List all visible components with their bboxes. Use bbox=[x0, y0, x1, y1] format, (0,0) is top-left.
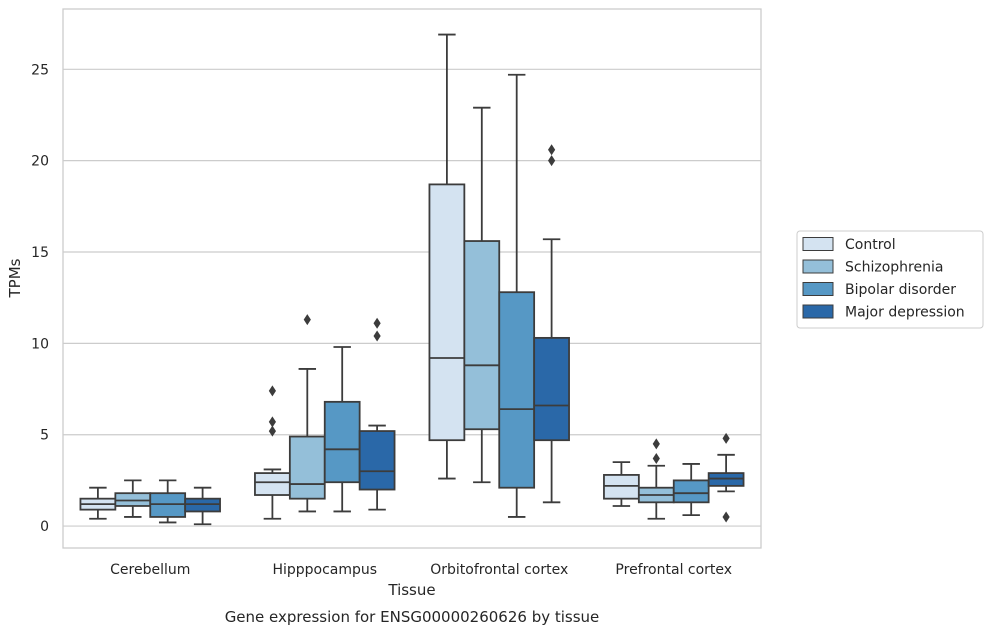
outlier-point bbox=[373, 330, 381, 342]
box-body bbox=[533, 336, 570, 442]
box bbox=[323, 346, 361, 513]
y-tick-label: 20 bbox=[31, 154, 49, 170]
legend: Control Schizophrenia Bipolar disorder Majo… bbox=[796, 230, 984, 329]
box-body bbox=[254, 472, 291, 496]
outlier-point bbox=[303, 314, 311, 326]
outlier-point bbox=[268, 385, 276, 397]
legend-swatch bbox=[802, 237, 834, 251]
box-body bbox=[323, 400, 361, 484]
y-tick-label: 15 bbox=[31, 245, 49, 261]
outlier-point bbox=[722, 432, 730, 444]
legend-label: Bipolar disorder bbox=[845, 282, 956, 298]
y-tick-label: 10 bbox=[31, 336, 49, 352]
legend-swatch bbox=[802, 304, 834, 319]
box bbox=[428, 33, 466, 480]
box bbox=[498, 73, 536, 518]
x-axis-title: Tissue bbox=[387, 581, 435, 599]
y-tick-label: 25 bbox=[31, 62, 49, 78]
box-body bbox=[672, 479, 710, 504]
box-body bbox=[114, 492, 152, 507]
box bbox=[707, 432, 745, 523]
outlier-point bbox=[373, 317, 381, 329]
box-body bbox=[463, 240, 501, 431]
x-tick-label: Hipppocampus bbox=[272, 562, 377, 578]
outlier-point bbox=[722, 511, 730, 523]
box bbox=[358, 317, 396, 511]
legend-label: Major depression bbox=[845, 305, 965, 321]
y-axis-title: TPMs bbox=[6, 258, 24, 298]
outlier-point bbox=[652, 438, 660, 450]
legend-frame bbox=[796, 230, 984, 329]
plot-area bbox=[62, 8, 762, 549]
outlier-point bbox=[548, 155, 556, 167]
box-body bbox=[498, 291, 536, 489]
box-body bbox=[428, 183, 466, 442]
box-body bbox=[288, 435, 326, 500]
box-body bbox=[603, 474, 640, 500]
chart-caption: Gene expression for ENSG00000260626 by t… bbox=[225, 608, 600, 626]
box bbox=[288, 314, 326, 513]
outlier-point bbox=[268, 425, 276, 437]
legend-swatch bbox=[802, 259, 834, 274]
box bbox=[463, 106, 501, 484]
y-tick-label: 5 bbox=[40, 428, 49, 444]
box-body bbox=[149, 492, 187, 518]
y-axis-ticks: 0 5 10 15 20 25 bbox=[31, 62, 49, 535]
box bbox=[603, 461, 640, 507]
outlier-point bbox=[548, 144, 556, 156]
x-tick-label: Prefrontal cortex bbox=[615, 562, 732, 578]
box bbox=[184, 486, 221, 526]
boxes bbox=[79, 33, 745, 526]
box bbox=[672, 463, 710, 517]
legend-label: Control bbox=[845, 237, 896, 253]
gridlines bbox=[63, 68, 761, 527]
box bbox=[79, 486, 117, 520]
x-tick-label: Cerebellum bbox=[110, 562, 190, 578]
y-tick-label: 0 bbox=[40, 519, 49, 535]
legend-label: Schizophrenia bbox=[845, 260, 943, 276]
x-tick-label: Orbitofrontal cortex bbox=[430, 562, 568, 578]
box-body bbox=[707, 472, 745, 487]
box-body bbox=[184, 497, 221, 513]
box bbox=[149, 479, 187, 524]
x-axis-ticks: Cerebellum Hipppocampus Orbitofrontal cort… bbox=[110, 562, 732, 578]
legend-swatch bbox=[802, 282, 834, 296]
box bbox=[533, 144, 570, 504]
outlier-point bbox=[652, 452, 660, 464]
box-body bbox=[358, 430, 396, 491]
outlier-point bbox=[268, 416, 276, 428]
